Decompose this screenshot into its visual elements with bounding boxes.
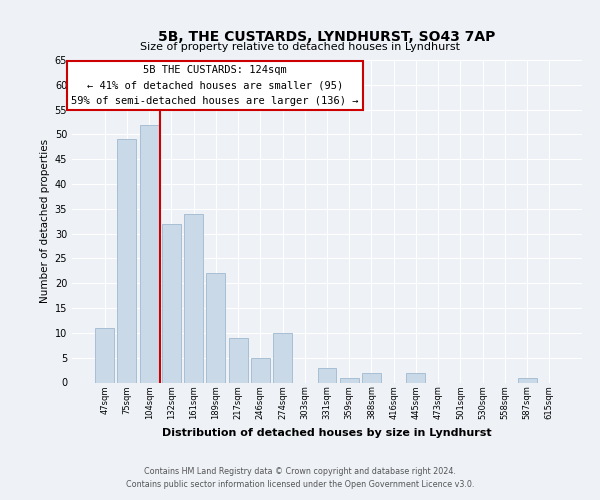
Bar [406,372,425,382]
Bar [317,368,337,382]
X-axis label: Distribution of detached houses by size in Lyndhurst: Distribution of detached houses by size … [162,428,492,438]
Bar [229,338,248,382]
Text: Contains HM Land Registry data © Crown copyright and database right 2024.
Contai: Contains HM Land Registry data © Crown c… [126,468,474,489]
Bar [118,140,136,382]
Bar [162,224,181,382]
Bar [273,333,292,382]
Text: Size of property relative to detached houses in Lyndhurst: Size of property relative to detached ho… [140,42,460,52]
Bar [518,378,536,382]
Bar [95,328,114,382]
Bar [206,274,225,382]
Title: 5B, THE CUSTARDS, LYNDHURST, SO43 7AP: 5B, THE CUSTARDS, LYNDHURST, SO43 7AP [158,30,496,44]
Bar [184,214,203,382]
Bar [362,372,381,382]
Bar [251,358,270,382]
Bar [140,124,158,382]
Text: 5B THE CUSTARDS: 124sqm
← 41% of detached houses are smaller (95)
59% of semi-de: 5B THE CUSTARDS: 124sqm ← 41% of detache… [71,65,359,106]
Y-axis label: Number of detached properties: Number of detached properties [40,139,50,304]
Bar [340,378,359,382]
